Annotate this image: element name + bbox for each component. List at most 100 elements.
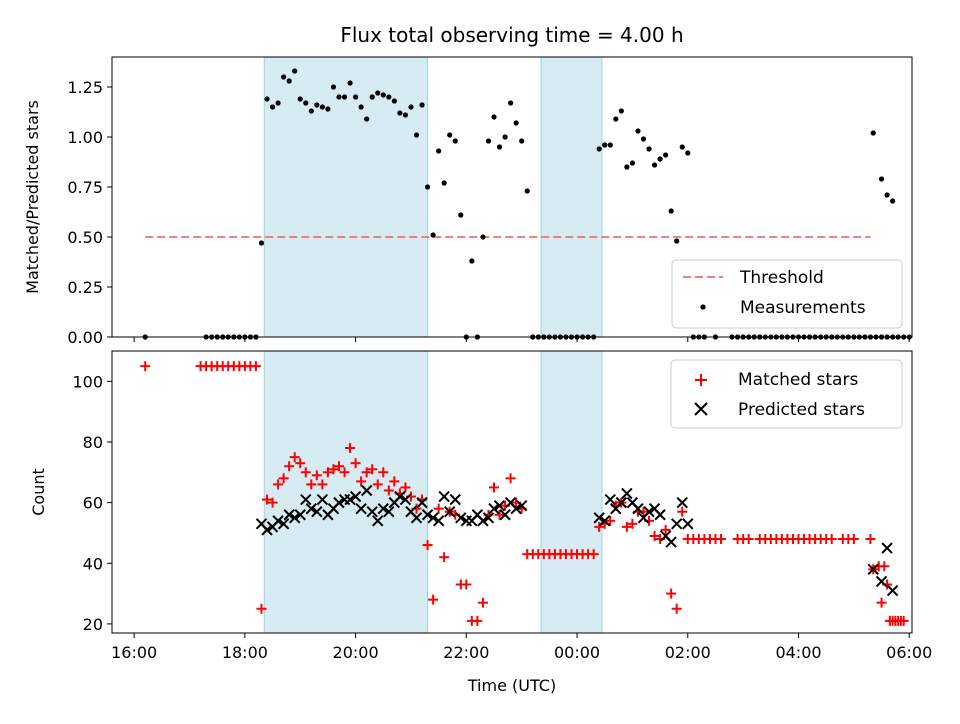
measurement-point	[513, 120, 519, 126]
measurement-point	[878, 176, 885, 182]
matched-star-point	[660, 524, 671, 535]
predicted-star-point	[311, 506, 323, 518]
measurement-point	[679, 144, 685, 150]
matched-star-point	[400, 482, 411, 493]
predicted-star-point	[515, 499, 528, 512]
matched-star-point	[477, 597, 488, 608]
measurement-point	[413, 132, 420, 138]
matched-star-point	[666, 588, 677, 599]
measurement-point	[657, 156, 663, 162]
top-chart-title: Flux total observing time = 4.00 h	[340, 23, 683, 47]
legend-matched-label: Matched stars	[738, 370, 858, 390]
predicted-star-point	[272, 515, 284, 527]
measurement-point	[469, 258, 475, 264]
predicted-star-point	[427, 512, 439, 524]
matched-star-point	[367, 464, 378, 475]
predicted-star-point	[349, 490, 362, 503]
matched-star-point	[328, 464, 339, 475]
top-ytick-label: 0.75	[67, 178, 103, 197]
measurement-point	[602, 142, 608, 148]
measurement-point	[341, 94, 348, 100]
measurement-point	[391, 98, 397, 104]
predicted-star-point	[277, 518, 290, 530]
predicted-star-point	[682, 518, 694, 530]
predicted-star-point	[410, 512, 423, 524]
measurement-point	[502, 134, 508, 140]
bot-xtick-label: 00:00	[554, 643, 600, 662]
measurement-point	[668, 208, 674, 214]
bottom-ylabel: Count	[29, 468, 48, 516]
matched-star-point	[350, 458, 361, 469]
predicted-star-point	[399, 493, 412, 506]
measurement-point	[308, 108, 314, 114]
matched-star-point	[262, 494, 273, 505]
measurement-point	[275, 100, 281, 106]
top-ytick-label: 1.25	[67, 78, 103, 97]
predicted-star-point	[665, 536, 677, 548]
predicted-star-point	[261, 524, 273, 536]
measurement-point	[347, 80, 353, 86]
predicted-star-point	[421, 509, 434, 521]
measurement-point	[424, 184, 431, 190]
predicted-star-point	[615, 496, 628, 509]
bot-xtick-label: 18:00	[222, 643, 268, 662]
matched-star-point	[898, 615, 909, 626]
bottom-legend: Matched stars Predicted stars	[670, 359, 903, 429]
top-shaded-interval-1	[540, 56, 603, 338]
matched-star-point	[273, 479, 284, 490]
bot-ytick-label: 60	[83, 494, 103, 513]
matched-star-point	[743, 534, 754, 544]
top-ytick-label: 0.25	[67, 278, 103, 297]
measurement-point	[364, 116, 370, 122]
top-panel: 0.00 0.25 0.50 0.75 1.00 1.25 Flux total obse…	[23, 23, 913, 347]
measurement-point	[651, 162, 658, 168]
measurement-point	[646, 146, 652, 152]
matched-star-point	[865, 534, 876, 544]
measurement-point	[286, 78, 292, 84]
predicted-star-point	[294, 509, 306, 521]
predicted-star-point	[449, 493, 461, 506]
measurement-point	[663, 152, 669, 158]
matched-star-point	[826, 534, 837, 544]
predicted-star-point	[867, 563, 879, 576]
predicted-star-point	[383, 506, 395, 518]
measurement-point	[269, 104, 276, 110]
predicted-star-point	[455, 512, 467, 524]
matched-star-point	[300, 467, 311, 478]
measurement-point	[635, 128, 641, 134]
predicted-star-point	[366, 506, 378, 518]
measurement-point	[303, 100, 309, 106]
matched-star-point	[715, 534, 726, 544]
top-ytick-label: 0.50	[67, 228, 103, 247]
matched-star-point	[621, 521, 632, 532]
matched-star-point	[439, 552, 450, 563]
legend-threshold-label: Threshold	[739, 268, 824, 288]
predicted-star-point	[499, 509, 511, 521]
measurement-point	[375, 90, 381, 96]
matched-star-point	[649, 530, 660, 541]
measurement-point	[430, 232, 436, 238]
predicted-star-point	[643, 506, 655, 518]
measurement-point	[524, 188, 530, 194]
predicted-star-point	[305, 502, 318, 515]
legend-predicted-label: Predicted stars	[738, 400, 865, 420]
measurement-point	[508, 100, 514, 106]
bottom-legend-frame	[670, 359, 903, 429]
measurement-point	[330, 84, 337, 90]
legend-predicted-swatch	[694, 402, 708, 416]
bottom-panel: 20 40 60 80 100 16:00 18:00 20:00 22:00 00:00 02:…	[29, 350, 932, 695]
measurement-point	[491, 114, 497, 120]
bot-xtick-label: 16:00	[111, 643, 157, 662]
matched-star-point	[671, 603, 682, 614]
top-legend-frame	[671, 259, 903, 329]
measurement-point	[485, 138, 492, 144]
measurement-point	[640, 136, 647, 142]
measurement-point	[325, 106, 331, 112]
matched-star-point	[494, 509, 505, 520]
measurement-point	[369, 94, 375, 100]
measurement-point	[264, 96, 270, 102]
bot-xtick-label: 06:00	[886, 643, 932, 662]
predicted-star-point	[377, 502, 389, 515]
matched-star-point	[250, 361, 261, 372]
